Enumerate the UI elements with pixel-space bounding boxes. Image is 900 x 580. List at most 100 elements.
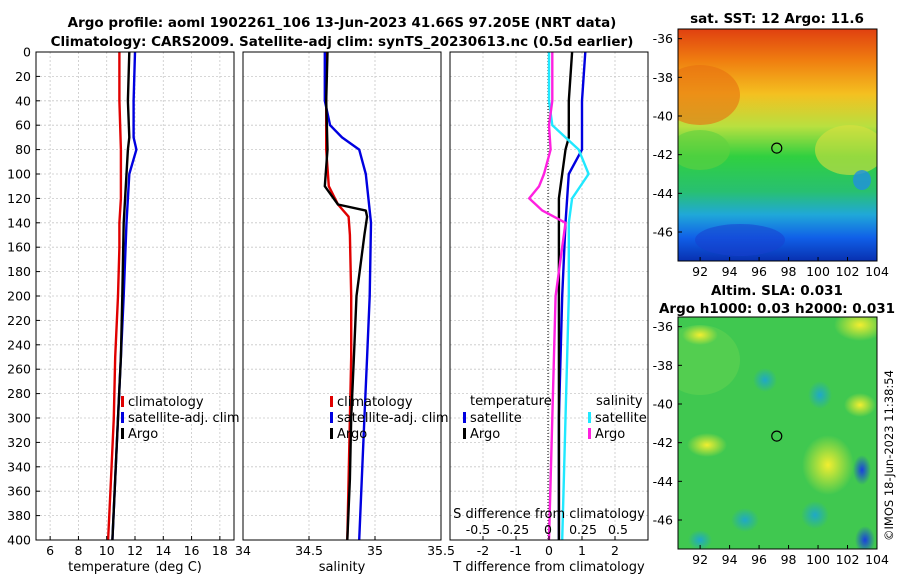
sst-field	[678, 29, 877, 261]
sla-teal-blob	[731, 508, 759, 532]
sla-teal-blob	[753, 368, 777, 392]
ytick-label: 0	[23, 45, 31, 60]
header-line2: Climatology: CARS2009. Satellite-adj cli…	[51, 34, 634, 50]
map-ytick-label: -36	[653, 319, 673, 334]
temperature-xlabel: temperature (deg C)	[68, 560, 202, 575]
sst-cold-patch	[695, 224, 785, 256]
map-ytick-label: -46	[653, 513, 673, 528]
map-xtick-label: 92	[692, 552, 708, 567]
sst-map-ticks: 92 94 96 98 100 102 104 -36 -38 -40 -42 -44 -46	[653, 31, 889, 279]
difference-panel: -2 -1 0 1 2 T difference from climatology S …	[449, 51, 649, 575]
sla-yellow-blob	[682, 325, 718, 345]
series-line-argo	[111, 51, 131, 541]
xtick-label: -2	[477, 543, 489, 558]
ytick-label: 160	[7, 240, 31, 255]
timestamp: ©IMOS 18-Jun-2023 11:38:54	[882, 370, 896, 541]
map-ytick-label: -42	[653, 435, 673, 450]
sla-teal-blob	[688, 530, 712, 549]
sst-map-title: sat. SST: 12 Argo: 11.6	[690, 11, 864, 27]
legend-argo: Argo	[128, 427, 158, 442]
sla-map-title: Altim. SLA: 0.031	[711, 283, 843, 299]
s-tick-label: -0.5	[466, 522, 490, 537]
series-line-argo-t	[557, 51, 574, 540]
depth-yticks: 0 20 40 60 80 100 120 140 160 180 200 220 240 260 280 3…	[7, 45, 40, 548]
xtick-label: 18	[212, 543, 228, 558]
ytick-label: 300	[7, 411, 31, 426]
legend-swatch-argo	[330, 428, 333, 439]
legend-climatology: climatology	[337, 395, 413, 410]
xtick-label: 1	[578, 543, 586, 558]
legend-satellite: satellite-adj. clim	[337, 411, 449, 426]
sla-teal-blob	[801, 501, 829, 529]
temperature-xticks: 6 8 10 12 14 16 18	[46, 536, 228, 558]
sla-yellow-blob	[802, 435, 854, 495]
difference-grid	[450, 51, 648, 541]
ytick-label: 340	[7, 459, 31, 474]
xtick-label: 8	[74, 543, 82, 558]
series-line-argo	[323, 51, 369, 541]
map-xtick-label: 98	[781, 264, 797, 279]
legend-argo-s: Argo	[595, 427, 625, 442]
map-xtick-label: 100	[806, 552, 830, 567]
ytick-label: 320	[7, 435, 31, 450]
xtick-label: 6	[46, 543, 54, 558]
xtick-label: 35	[367, 543, 383, 558]
legend-climatology: climatology	[128, 395, 204, 410]
s-difference-label: S difference from climatology	[453, 507, 645, 522]
ytick-label: 100	[7, 167, 31, 182]
sst-yellow-patch	[815, 125, 877, 175]
salinity-grid	[242, 51, 442, 541]
map-xtick-label: 94	[722, 552, 738, 567]
salinity-series	[323, 51, 373, 541]
map-xtick-label: 92	[692, 264, 708, 279]
ytick-label: 240	[7, 337, 31, 352]
series-line-argo-s	[528, 52, 567, 541]
ytick-label: 260	[7, 362, 31, 377]
ytick-label: 120	[7, 191, 31, 206]
legend-sat-s: satellite	[595, 411, 647, 426]
sst-map-frame	[677, 28, 878, 262]
legend-satellite: satellite-adj. clim	[128, 411, 240, 426]
difference-legend: temperature satellite Argo salinity sate…	[463, 394, 647, 442]
map-ytick-label: -38	[653, 358, 673, 373]
s-tick-label: -0.25	[497, 522, 529, 537]
map-ytick-label: -44	[653, 474, 673, 489]
sla-teal-blob	[808, 381, 832, 409]
temperature-series	[106, 51, 138, 541]
s-difference-ticks: -0.5 -0.25 0 0.25 0.5	[466, 522, 628, 537]
temperature-legend: climatology satellite-adj. clim Argo	[121, 395, 240, 442]
argo-location-marker	[771, 142, 783, 154]
sla-map-frame	[677, 316, 878, 550]
salinity-axes-box	[242, 51, 442, 541]
series-line-satellite-adj-clim	[323, 52, 373, 541]
legend-temperature-title: temperature	[470, 394, 552, 409]
legend-swatch-argo-s	[588, 428, 591, 439]
ytick-label: 40	[15, 93, 31, 108]
xtick-label: 0	[545, 543, 553, 558]
map-xtick-label: 94	[722, 264, 738, 279]
sla-yellow-blob	[687, 433, 727, 457]
difference-xticks: -2 -1 0 1 2	[477, 536, 619, 558]
sla-blue-blob	[853, 455, 871, 485]
sla-yellow-blob	[844, 393, 876, 417]
ytick-label: 220	[7, 313, 31, 328]
legend-swatch-climatology	[330, 396, 333, 407]
legend-swatch-sat-s	[588, 412, 591, 423]
legend-swatch-climatology	[121, 396, 124, 407]
s-tick-label: 0	[544, 522, 552, 537]
map-ytick-label: -38	[653, 70, 673, 85]
difference-series	[528, 51, 590, 541]
legend-argo: Argo	[337, 427, 367, 442]
map-ytick-label: -44	[653, 186, 673, 201]
xtick-label: 10	[99, 543, 115, 558]
map-ytick-label: -42	[653, 147, 673, 162]
xtick-label: -1	[510, 543, 522, 558]
ytick-label: 360	[7, 484, 31, 499]
ytick-label: 20	[15, 69, 31, 84]
map-xtick-label: 102	[836, 264, 860, 279]
sla-map-subtitle: Argo h1000: 0.03 h2000: 0.031	[659, 301, 895, 317]
sla-yellow-blob	[834, 317, 877, 341]
ytick-label: 80	[15, 142, 31, 157]
map-xtick-label: 98	[781, 552, 797, 567]
